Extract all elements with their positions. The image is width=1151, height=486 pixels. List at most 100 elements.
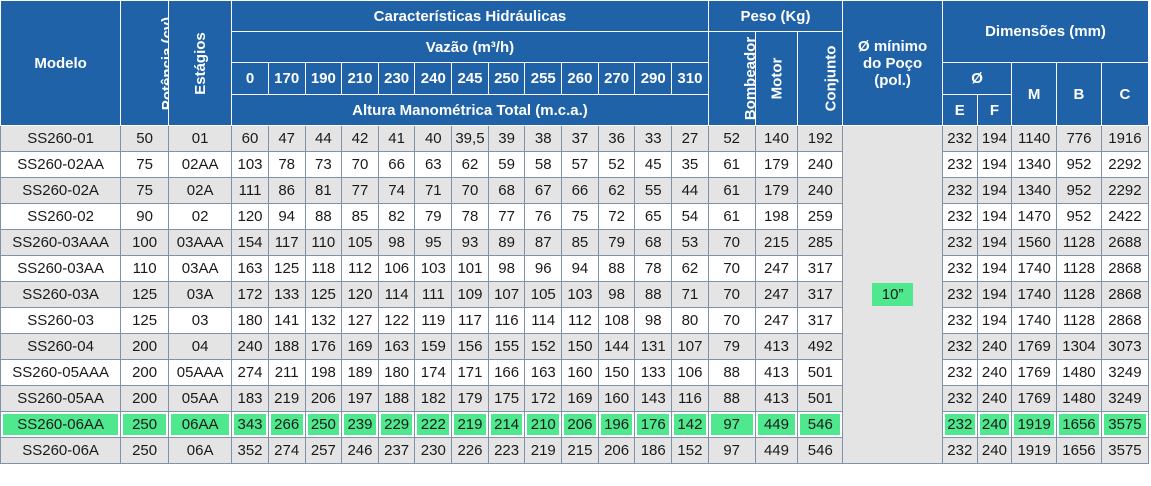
model-cell: SS260-06AA [0,411,122,438]
head-cell: 240 [231,333,269,360]
head-cell: 75 [561,203,599,230]
bombeador-cell: 70 [707,255,756,282]
head-cell: 106 [671,359,709,386]
potencia-cell: 110 [120,255,170,282]
header-altura: Altura Manométrica Total (m.c.a.) [231,94,709,126]
dim-m-cell: 1769 [1011,333,1058,360]
dim-f-cell: 240 [976,437,1013,464]
potencia-cell: 200 [120,333,170,360]
table-row: SS260-03 125 03 180 141 132 127 122 119 117 116 114… [0,307,1150,334]
dim-m-cell: 1769 [1011,385,1058,412]
dim-m-cell: 1740 [1011,307,1058,334]
head-cell: 107 [487,281,526,308]
model-cell: SS260-03AAA [0,229,122,256]
head-cell: 210 [524,411,563,438]
head-cell: 70 [341,151,379,178]
table-row: SS260-01 50 01 60 47 44 42 41 40 39,5 39 38 37 36 33 27… [0,125,1150,464]
head-cell: 219 [524,437,563,464]
head-cell: 70 [451,177,489,204]
dim-b-cell: 1656 [1056,411,1102,438]
header-flow: 270 [597,62,636,95]
head-cell: 117 [451,307,489,334]
conjunto-cell: 501 [797,359,844,386]
head-cell: 88 [304,203,343,230]
dim-e-cell: 232 [942,255,978,282]
head-cell: 125 [267,255,306,282]
head-cell: 109 [451,281,489,308]
model-cell: SS260-02AA [0,151,122,178]
dim-e-cell: 232 [942,411,978,438]
head-cell: 163 [231,255,269,282]
head-cell: 105 [524,281,563,308]
head-cell: 101 [451,255,489,282]
head-cell: 179 [451,385,489,412]
header-m: M [1011,62,1058,126]
header-caracteristicas: Características Hidráulicas [231,0,709,32]
head-cell: 67 [524,177,563,204]
table-row: SS260-05AA 200 05AA 183 219 206 197 188 182 179 17… [0,385,1150,412]
head-cell: 71 [414,177,453,204]
header-poco: Ø mínimo do Poço (pol.) [842,0,943,126]
dim-b-cell: 952 [1056,203,1102,230]
head-cell: 176 [304,333,343,360]
head-cell: 219 [451,411,489,438]
conjunto-cell: 240 [797,177,844,204]
estagios-cell: 02AA [168,151,233,178]
head-cell: 66 [561,177,599,204]
head-cell: 180 [377,359,416,386]
conjunto-cell: 240 [797,151,844,178]
head-cell: 59 [487,151,526,178]
head-cell: 156 [451,333,489,360]
head-cell: 127 [341,307,379,334]
head-cell: 68 [487,177,526,204]
head-cell: 131 [634,333,673,360]
conjunto-cell: 501 [797,385,844,412]
dim-b-cell: 1304 [1056,333,1102,360]
model-cell: SS260-05AA [0,385,122,412]
dim-b-cell: 952 [1056,151,1102,178]
head-cell: 85 [341,203,379,230]
header-flow: 170 [267,62,306,95]
dim-c-cell: 3249 [1100,385,1150,412]
head-cell: 112 [341,255,379,282]
dim-c-cell: 1916 [1100,125,1150,152]
head-cell: 55 [634,177,673,204]
head-cell: 237 [377,437,416,464]
head-cell: 87 [524,229,563,256]
head-cell: 37 [561,125,599,152]
head-cell: 122 [377,307,416,334]
head-cell: 58 [524,151,563,178]
head-cell: 78 [634,255,673,282]
dim-m-cell: 1560 [1011,229,1058,256]
head-cell: 89 [487,229,526,256]
pump-spec-table: Modelo Potência (cv) Estágios Caracterís… [0,0,1150,464]
head-cell: 77 [487,203,526,230]
dim-f-cell: 194 [976,307,1013,334]
head-cell: 81 [304,177,343,204]
motor-cell: 413 [754,385,799,412]
dim-c-cell: 2292 [1100,151,1150,178]
dim-f-cell: 194 [976,281,1013,308]
head-cell: 42 [341,125,379,152]
head-cell: 88 [634,281,673,308]
head-cell: 114 [377,281,416,308]
head-cell: 246 [341,437,379,464]
bombeador-cell: 70 [707,281,756,308]
dim-e-cell: 232 [942,151,978,178]
head-cell: 132 [304,307,343,334]
head-cell: 169 [341,333,379,360]
dim-b-cell: 1128 [1056,281,1102,308]
header-vazao: Vazão (m³/h) [231,31,709,63]
table-row: SS260-06AA 250 06AA 343 266 250 239 229 222 219 21… [0,411,1150,438]
dim-c-cell: 2868 [1100,255,1150,282]
head-cell: 176 [634,411,673,438]
conjunto-cell: 192 [797,125,844,152]
head-cell: 223 [487,437,526,464]
head-cell: 95 [414,229,453,256]
conjunto-cell: 317 [797,281,844,308]
head-cell: 77 [341,177,379,204]
dim-f-cell: 240 [976,359,1013,386]
header-flow: 260 [561,62,599,95]
head-cell: 141 [267,307,306,334]
head-cell: 60 [231,125,269,152]
